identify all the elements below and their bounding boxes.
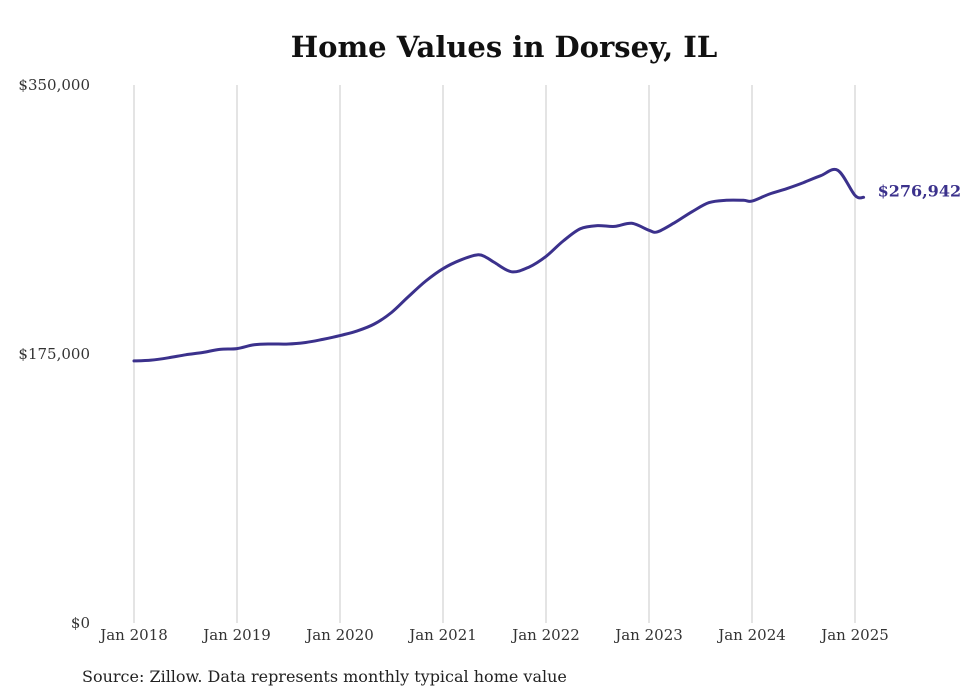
y-tick-label: $350,000 bbox=[18, 76, 90, 94]
y-tick-label: $175,000 bbox=[18, 345, 90, 363]
x-tick-label: Jan 2020 bbox=[304, 626, 374, 644]
x-tick-label: Jan 2022 bbox=[510, 626, 580, 644]
x-tick-label: Jan 2025 bbox=[819, 626, 889, 644]
x-tick-label: Jan 2018 bbox=[98, 626, 168, 644]
x-tick-label: Jan 2019 bbox=[201, 626, 271, 644]
y-axis-ticks: $0 $175,000 $350,000 bbox=[18, 76, 90, 632]
x-axis-ticks: Jan 2018 Jan 2019 Jan 2020 Jan 2021 Jan 2022… bbox=[98, 626, 889, 644]
x-tick-label: Jan 2021 bbox=[407, 626, 477, 644]
y-tick-label: $0 bbox=[71, 614, 90, 632]
series-line bbox=[132, 167, 866, 363]
chart-title: Home Values in Dorsey, IL bbox=[290, 30, 718, 64]
gridlines bbox=[133, 85, 856, 623]
x-tick-label: Jan 2024 bbox=[716, 626, 786, 644]
x-tick-label: Jan 2023 bbox=[613, 626, 683, 644]
end-value-label: $276,942 bbox=[878, 181, 962, 200]
source-note: Source: Zillow. Data represents monthly … bbox=[82, 667, 567, 686]
